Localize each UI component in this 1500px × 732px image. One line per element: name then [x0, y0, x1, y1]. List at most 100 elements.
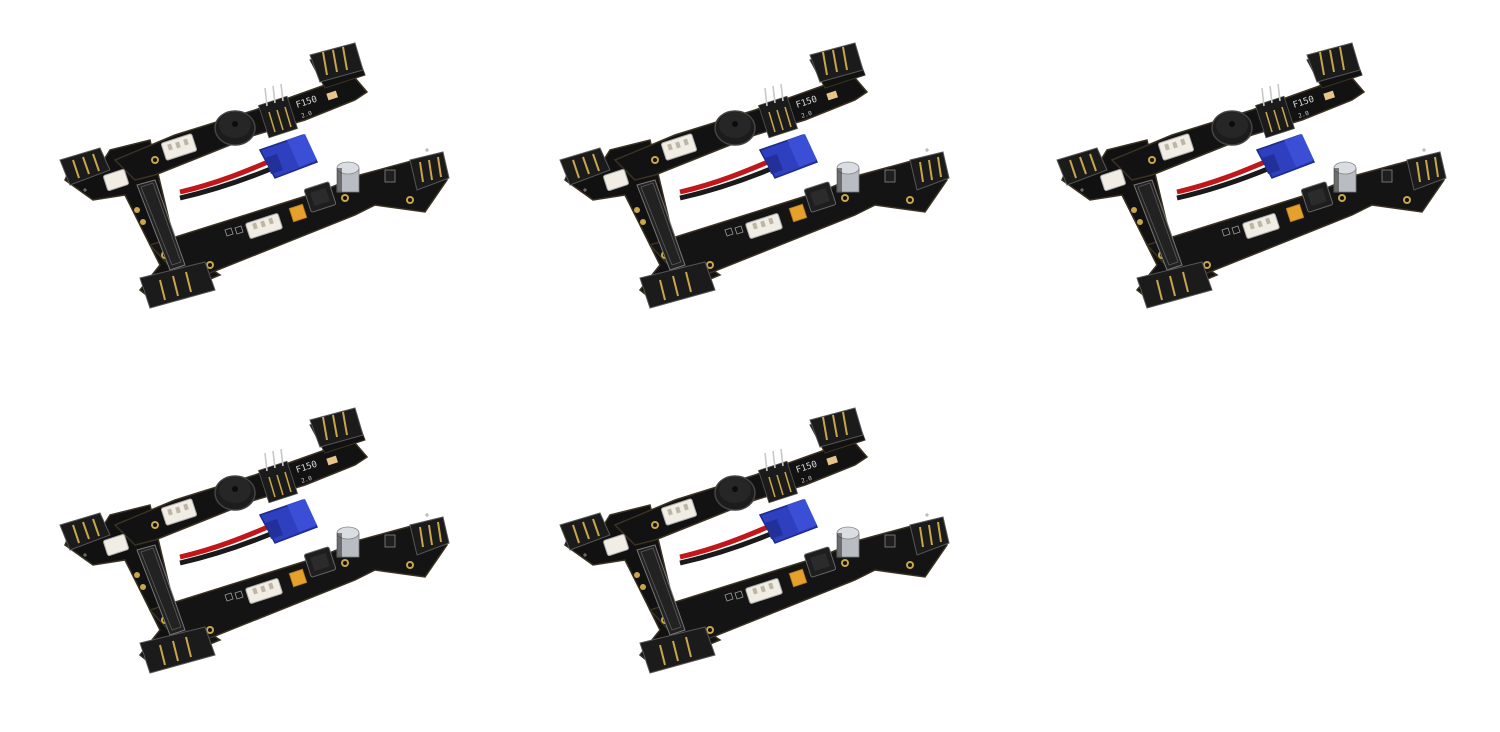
power-wires — [679, 155, 781, 201]
buzzer-icon — [1211, 110, 1253, 146]
jst-connector-top — [161, 133, 197, 161]
capacitor-icon — [336, 526, 360, 558]
motor-header-bottom — [1136, 261, 1213, 309]
motor-header-right — [409, 516, 450, 556]
capacitor-icon — [836, 161, 860, 193]
capacitor-icon — [1333, 161, 1357, 193]
pcb-board-5: F150 2.0 — [555, 405, 955, 685]
motor-header-topright — [809, 42, 864, 83]
power-wires — [1176, 155, 1278, 201]
motor-header-bottom — [139, 261, 216, 309]
motor-header-topright — [809, 407, 864, 448]
silkscreen-version: 2.0 — [300, 110, 313, 120]
smd-orange — [788, 568, 808, 588]
smd-small — [884, 169, 896, 183]
jst-connector-bottom — [745, 578, 783, 604]
silkscreen-version: 2.0 — [1297, 110, 1310, 120]
capacitor-icon — [836, 526, 860, 558]
xt30-connector-icon — [758, 499, 819, 544]
buzzer-icon — [214, 110, 256, 146]
jst-connector-left — [103, 169, 129, 191]
smd-small — [884, 534, 896, 548]
motor-header-left — [1056, 147, 1108, 186]
motor-header-bottom — [139, 626, 216, 674]
silkscreen-marks — [83, 148, 429, 237]
motor-header-left — [59, 147, 111, 186]
motor-header-left — [59, 512, 111, 551]
jst-connector-top — [161, 498, 197, 526]
xt30-connector-icon — [258, 134, 319, 179]
jst-connector-top — [1158, 133, 1194, 161]
buzzer-icon — [714, 110, 756, 146]
motor-header-left — [559, 512, 611, 551]
silkscreen-version: 2.0 — [800, 475, 813, 485]
motor-header-bottom — [639, 261, 716, 309]
jst-connector-bottom — [1242, 213, 1280, 239]
inductor — [803, 546, 837, 578]
inductor — [1300, 181, 1334, 213]
pin-header — [257, 448, 299, 504]
motor-header-right — [409, 151, 450, 191]
pin-header — [757, 448, 799, 504]
motor-header-bottom — [639, 626, 716, 674]
silkscreen-marks — [1080, 148, 1426, 237]
smd-orange — [288, 203, 308, 223]
smd-component — [826, 455, 838, 466]
inductor — [303, 181, 337, 213]
smd-small — [384, 534, 396, 548]
power-wires — [179, 520, 281, 566]
ribbon-connector — [636, 544, 686, 636]
inductor — [803, 181, 837, 213]
inductor — [303, 546, 337, 578]
smd-orange — [788, 203, 808, 223]
smd-component — [826, 90, 838, 101]
smd-small — [384, 169, 396, 183]
jst-connector-left — [103, 534, 129, 556]
buzzer-icon — [714, 475, 756, 511]
motor-header-topright — [1306, 42, 1361, 83]
smd-orange — [1285, 203, 1305, 223]
pcb-board-2: F150 2.0 — [555, 40, 955, 320]
smd-orange — [288, 568, 308, 588]
ribbon-connector — [1133, 179, 1183, 271]
silkscreen-marks — [583, 513, 929, 602]
buzzer-icon — [214, 475, 256, 511]
jst-connector-bottom — [245, 213, 283, 239]
xt30-connector-icon — [758, 134, 819, 179]
motor-header-topright — [309, 407, 364, 448]
motor-header-topright — [309, 42, 364, 83]
smd-component — [326, 90, 338, 101]
pcb-board-4: F150 2.0 — [55, 405, 455, 685]
power-wires — [179, 155, 281, 201]
capacitor-icon — [336, 161, 360, 193]
ribbon-connector — [136, 179, 186, 271]
pcb-board-3: F150 2.0 — [1052, 40, 1452, 320]
motor-header-right — [1406, 151, 1447, 191]
motor-header-right — [909, 151, 950, 191]
smd-component — [1323, 90, 1335, 101]
pin-header — [757, 83, 799, 139]
xt30-connector-icon — [1255, 134, 1316, 179]
xt30-connector-icon — [258, 499, 319, 544]
smd-small — [1381, 169, 1393, 183]
silkscreen-marks — [583, 148, 929, 237]
motor-header-left — [559, 147, 611, 186]
jst-connector-left — [603, 169, 629, 191]
silkscreen-marks — [83, 513, 429, 602]
silkscreen-version: 2.0 — [300, 475, 313, 485]
jst-connector-bottom — [245, 578, 283, 604]
jst-connector-top — [661, 498, 697, 526]
smd-component — [326, 455, 338, 466]
ribbon-connector — [636, 179, 686, 271]
jst-connector-left — [1100, 169, 1126, 191]
ribbon-connector — [136, 544, 186, 636]
motor-header-right — [909, 516, 950, 556]
jst-connector-bottom — [745, 213, 783, 239]
silkscreen-version: 2.0 — [800, 110, 813, 120]
jst-connector-left — [603, 534, 629, 556]
pcb-board-1: F150 2.0 — [55, 40, 455, 320]
power-wires — [679, 520, 781, 566]
pin-header — [1254, 83, 1296, 139]
pin-header — [257, 83, 299, 139]
